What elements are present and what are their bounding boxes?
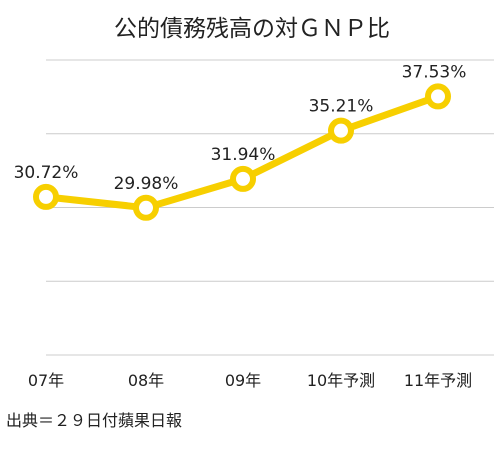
data-point bbox=[230, 165, 256, 192]
data-point bbox=[133, 194, 159, 221]
data-labels: 30.72% 29.98% 31.94% 35.21% 37.53% bbox=[14, 62, 467, 193]
data-points bbox=[33, 83, 451, 221]
data-label: 31.94% bbox=[211, 145, 276, 165]
source-note: 出典＝２９日付蘋果日報 bbox=[6, 411, 182, 430]
x-axis-tick-labels: 07年 08年 09年 10年予測 11年予測 bbox=[28, 371, 472, 390]
x-tick-label: 10年予測 bbox=[307, 371, 375, 390]
data-label: 30.72% bbox=[14, 163, 79, 183]
x-tick-label: 09年 bbox=[225, 371, 261, 390]
x-tick-label: 11年予測 bbox=[404, 371, 472, 390]
data-label: 37.53% bbox=[402, 62, 467, 82]
chart-title: 公的債務残高の対ＧＮＰ比 bbox=[114, 16, 390, 42]
data-point bbox=[33, 183, 59, 210]
data-point bbox=[425, 83, 451, 110]
data-label: 35.21% bbox=[309, 97, 374, 117]
x-tick-label: 08年 bbox=[128, 371, 164, 390]
x-tick-label: 07年 bbox=[28, 371, 64, 390]
data-label: 29.98% bbox=[114, 174, 179, 194]
data-point bbox=[328, 117, 354, 144]
